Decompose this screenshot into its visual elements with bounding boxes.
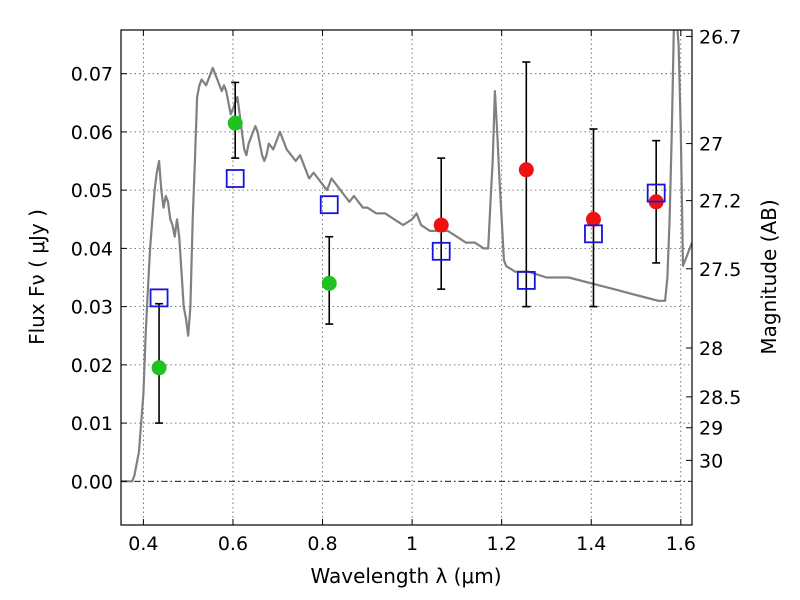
y2-tick-label: 27.2 [699, 191, 741, 213]
y2-tick-label: 29 [699, 418, 723, 440]
y2-tick-label: 30 [699, 450, 723, 472]
y-tick-label: 0.00 [71, 471, 113, 493]
y2-tick-label: 27 [699, 134, 723, 156]
y-tick-label: 0.03 [71, 297, 113, 319]
y-tick-label: 0.02 [71, 355, 113, 377]
x-tick-label: 1.2 [487, 533, 517, 555]
y2-axis-ticks: 26.7 27 27.2 27.5 28 28.5 29 30 [686, 26, 741, 472]
red-point [518, 162, 534, 178]
y2-tick-label: 28 [699, 338, 723, 360]
model-band-square [584, 224, 603, 244]
y-tick-label: 0.07 [71, 64, 113, 86]
green-point [227, 115, 243, 131]
x-tick-label: 1 [406, 533, 418, 555]
red-point [433, 217, 449, 233]
model-band-square [149, 288, 169, 308]
model-band-square [225, 169, 245, 188]
x-tick-label: 1.6 [666, 533, 696, 555]
y-tick-label: 0.04 [71, 238, 113, 260]
y-tick-label: 0.05 [71, 180, 113, 202]
model-band-square [431, 241, 451, 261]
model-band-squares [149, 169, 666, 308]
x-tick-label: 0.4 [128, 533, 158, 555]
model-band-square [319, 195, 339, 215]
x-tick-label: 1.4 [576, 533, 606, 555]
red-points [433, 162, 664, 233]
plot-background [121, 30, 692, 525]
x-tick-label: 0.6 [218, 533, 248, 555]
grid-lines [121, 30, 692, 525]
y2-tick-label: 28.5 [699, 387, 741, 409]
y2-tick-label: 27.5 [699, 259, 741, 281]
y-tick-label: 0.06 [71, 122, 113, 144]
plot-frame [120, 29, 693, 526]
green-point [151, 360, 167, 376]
y-axis-ticks: 0.00 0.01 0.02 0.03 0.04 0.05 0.06 0.07 [71, 64, 127, 493]
x-axis-ticks: 0.4 0.6 0.8 1 1.2 1.4 1.6 [128, 30, 696, 555]
green-points [151, 115, 337, 376]
y2-axis-label: Magnitude (AB) [757, 199, 781, 354]
model-spectrum-line [121, 30, 692, 483]
x-axis-label: Wavelength λ (μm) [310, 564, 501, 588]
model-band-square [516, 271, 536, 290]
red-point [585, 211, 601, 227]
y-tick-label: 0.01 [71, 413, 113, 435]
y-axis-label: Flux Fν ( μJy ) [25, 209, 49, 345]
y2-tick-label: 26.7 [699, 26, 741, 48]
green-point [321, 275, 337, 291]
model-spectrum-layer [121, 30, 692, 483]
x-tick-label: 0.8 [307, 533, 337, 555]
model-band-square [646, 183, 666, 203]
